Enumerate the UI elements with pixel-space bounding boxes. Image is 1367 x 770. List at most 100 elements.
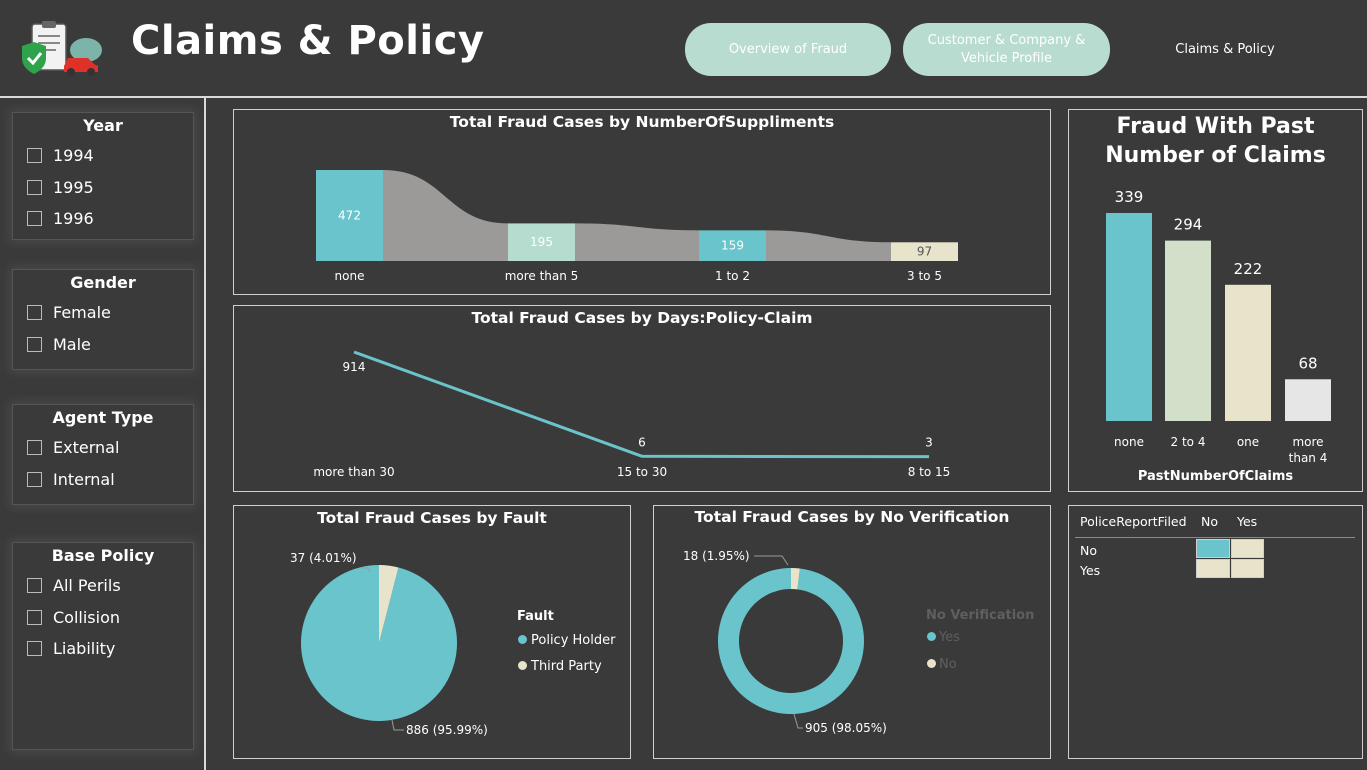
x-axis-title: PastNumberOfClaims (1137, 469, 1294, 484)
matrix-column-no: No (1201, 514, 1218, 529)
matrix-row-header: PoliceReportFiled (1080, 514, 1187, 529)
data-label: 294 (1174, 216, 1203, 234)
category-label: more than 30 (313, 465, 394, 479)
legend-item-no[interactable]: No (927, 657, 957, 672)
checkbox[interactable] (27, 148, 42, 164)
slicer-title: Agent Type (52, 408, 154, 427)
nav-claims-policy-button[interactable]: Claims & Policy (1175, 42, 1275, 57)
data-label: 159 (721, 239, 744, 253)
checkbox[interactable] (27, 471, 42, 487)
matrix-row-yes: Yes (1080, 563, 1101, 578)
past-claims-bar-chart: 339 none 294 2 to 4 222 one 68 more than 4 (1106, 188, 1331, 465)
matrix-cell[interactable] (1231, 539, 1264, 558)
base-policy-slicer: Base Policy All Perils Collision Liabili… (12, 542, 194, 750)
legend-label: Third Party (531, 659, 602, 674)
slicer-item-label: Female (53, 303, 111, 323)
header-divider (0, 96, 1367, 98)
checkbox[interactable] (27, 179, 42, 195)
leader-line (391, 719, 404, 731)
data-label: 914 (343, 360, 366, 374)
leader-line (754, 555, 789, 566)
data-label: 3 (925, 436, 933, 450)
slicer-item-liability[interactable]: Liability (13, 633, 193, 665)
days-policy-claim-chart-card: Total Fraud Cases by Days:Policy-Claim 9… (233, 305, 1051, 492)
category-label: than 4 (1289, 451, 1328, 465)
bar-none (1106, 213, 1152, 421)
checkbox[interactable] (27, 211, 42, 227)
leader-line (362, 567, 371, 573)
category-label: 3 to 5 (907, 269, 942, 283)
nav-customer-company-vehicle-profile-button[interactable]: Customer & Company & Vehicle Profile (903, 23, 1110, 76)
bar-1-to-2 (699, 230, 766, 261)
legend-label: Yes (939, 630, 960, 645)
slicer-item-collision[interactable]: Collision (13, 602, 193, 634)
slicer-title: Gender (70, 273, 136, 292)
category-label: none (1114, 435, 1144, 449)
bar-2-to-4 (1165, 240, 1211, 421)
chart-title: Total Fraud Cases by NumberOfSuppliments (449, 113, 835, 131)
slicer-item-external[interactable]: External (13, 432, 193, 464)
page-title: Claims & Policy (131, 18, 485, 64)
data-label: 68 (1298, 354, 1317, 372)
ribbon-segment (575, 223, 699, 261)
gender-slicer: Gender Female Male (12, 269, 194, 370)
suppliments-chart-card: Total Fraud Cases by NumberOfSuppliments… (233, 109, 1051, 295)
checkbox[interactable] (27, 336, 42, 352)
slicer-title: Year (83, 116, 123, 135)
checkbox[interactable] (27, 609, 42, 625)
legend-item-policy-holder[interactable]: Policy Holder (518, 633, 615, 648)
category-label: more (1292, 435, 1323, 449)
slicer-item-label: External (53, 438, 120, 458)
chart-title: Total Fraud Cases by Days:Policy-Claim (471, 309, 813, 327)
matrix-cell[interactable] (1231, 559, 1264, 578)
no-verification-chart-card: Total Fraud Cases by No Verification 905… (653, 505, 1051, 759)
matrix-cell[interactable] (1196, 559, 1230, 578)
category-label: one (1237, 435, 1259, 449)
slicer-item-1995[interactable]: 1995 (13, 172, 193, 204)
data-label: 339 (1115, 188, 1144, 206)
slicer-item-label: Collision (53, 607, 121, 627)
legend-label: Policy Holder (531, 633, 616, 648)
legend-item-third-party[interactable]: Third Party (518, 659, 602, 674)
header-bar (0, 0, 1367, 96)
bar-none (316, 170, 383, 261)
data-label: 222 (1234, 260, 1263, 278)
chart-title: Fraud With Past Number of Claims (1105, 114, 1326, 168)
chart-title: Total Fraud Cases by No Verification (694, 508, 1010, 526)
matrix-header-divider (1075, 537, 1355, 538)
ribbon-segment (766, 230, 891, 261)
bar-more-than-4 (1285, 379, 1331, 421)
checkbox[interactable] (27, 305, 42, 321)
slicer-item-male[interactable]: Male (13, 329, 193, 361)
data-label: 886 (95.99%) (406, 723, 488, 737)
legend-title: No Verification (926, 608, 1035, 623)
matrix-cell[interactable] (1196, 539, 1230, 558)
category-label: 1 to 2 (715, 269, 750, 283)
checkbox[interactable] (27, 440, 42, 456)
slicer-title: Base Policy (51, 546, 155, 565)
suppliments-chart: 472 none 195 more than 5 159 1 to 2 97 3 to 5 (316, 170, 958, 283)
slicer-item-all-perils[interactable]: All Perils (13, 570, 193, 602)
past-claims-chart-card: Fraud With Past Number of Claims 339 none… (1068, 109, 1363, 492)
checkbox[interactable] (27, 578, 42, 594)
legend-dot (927, 659, 936, 668)
legend-dot (518, 635, 527, 644)
legend-label: No (939, 657, 957, 672)
series-line (353, 350, 930, 459)
legend-item-yes[interactable]: Yes (927, 630, 960, 645)
days-policy-claim-chart: 914 more than 30 6 15 to 30 3 8 to 15 (313, 350, 950, 479)
category-label: 2 to 4 (1171, 435, 1206, 449)
leader-line (793, 713, 803, 729)
slicer-item-1996[interactable]: 1996 (13, 203, 193, 235)
nav-overview-of-fraud-button[interactable]: Overview of Fraud (685, 23, 891, 76)
slicer-item-internal[interactable]: Internal (13, 464, 193, 496)
fault-pie-chart: 886 (95.99%) 37 (4.01%) (290, 551, 488, 737)
matrix-column-yes: Yes (1237, 514, 1258, 529)
category-label: more than 5 (505, 269, 579, 283)
data-label: 18 (1.95%) (683, 549, 750, 563)
legend-dot (518, 661, 527, 670)
checkbox[interactable] (27, 641, 42, 657)
chart-title: Total Fraud Cases by Fault (317, 509, 547, 527)
slicer-item-1994[interactable]: 1994 (13, 140, 193, 172)
slicer-item-female[interactable]: Female (13, 297, 193, 329)
